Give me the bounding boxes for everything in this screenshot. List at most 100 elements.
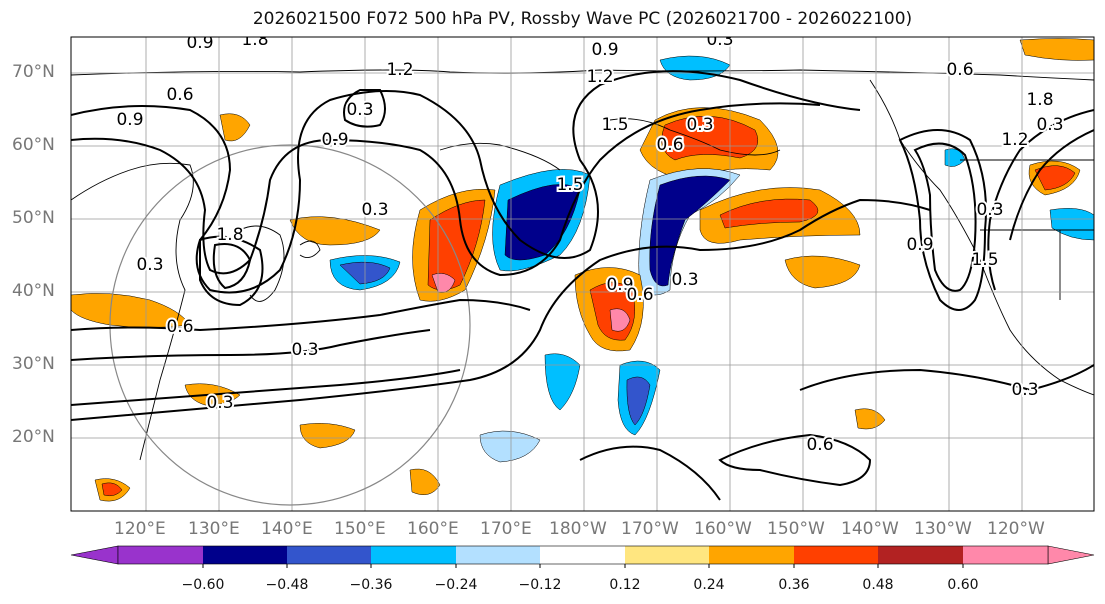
colorbar-tick-label: 0.60 <box>947 577 979 593</box>
pv-contour <box>71 198 931 421</box>
colorbar-tick-label: 0.12 <box>609 577 641 593</box>
range-circle <box>109 144 471 506</box>
colorbar-tick-label: 0.24 <box>693 577 725 593</box>
colorbar-segment <box>963 546 1048 564</box>
contour-label: 0.9 <box>186 33 213 53</box>
colorbar-outline <box>117 545 1049 565</box>
lat-label-40n: 40°N <box>12 281 55 301</box>
pv-contour <box>343 89 386 128</box>
contour-label: 0.3 <box>1011 380 1038 400</box>
contour-label: 1.5 <box>601 115 628 135</box>
colorbar-tick-label: 0.36 <box>778 577 810 593</box>
anomaly-positive <box>784 255 861 289</box>
contour-label: 0.3 <box>291 340 318 360</box>
anomaly-positive <box>719 198 819 229</box>
lon-label-120w: 120°W <box>987 519 1045 539</box>
colorbar-tick-label: −0.24 <box>434 577 478 593</box>
lon-label-130e: 130°E <box>188 519 240 539</box>
lon-label-140e: 140°E <box>261 519 313 539</box>
map-area: 0.9 0.30.91.21.50.30.60.31.80.30.90.60.90… <box>71 30 1094 511</box>
lon-label-160w: 160°W <box>694 519 752 539</box>
contour-label: 0.9 <box>321 130 348 150</box>
colorbar-extend-high <box>1047 545 1095 565</box>
contour-label: 0.6 <box>626 285 653 305</box>
contour-label: 0.3 <box>1036 115 1063 135</box>
pv-contour <box>1009 129 1094 241</box>
anomaly-positive <box>661 115 759 161</box>
pv-contour-layer <box>71 70 1094 501</box>
pv-contour <box>199 235 264 307</box>
coastline <box>71 69 1094 81</box>
pv-contour <box>987 109 1094 291</box>
pv-contour <box>71 70 861 294</box>
contour-label: 0.6 <box>166 85 193 105</box>
contour-label: 0.3 <box>671 270 698 290</box>
colorbar-tick-label: −0.36 <box>349 577 393 593</box>
colorbar-tick-label: 0.48 <box>862 577 894 593</box>
colorbar-segment <box>540 546 625 564</box>
anomaly-positive <box>609 308 631 332</box>
contour-label: 0.9 <box>591 40 618 60</box>
coastline <box>439 142 561 171</box>
lat-label-30n: 30°N <box>12 354 55 374</box>
coastline <box>71 162 194 461</box>
colorbar-segment <box>371 546 456 564</box>
coastline <box>609 118 781 156</box>
pv-contour <box>71 102 821 277</box>
colorbar-segment <box>709 546 794 564</box>
lon-label-170w: 170°W <box>621 519 679 539</box>
contour-label: 0.9 <box>906 235 933 255</box>
lat-label-70n: 70°N <box>12 62 55 82</box>
anomaly-positive <box>299 423 356 449</box>
colorbar-segment <box>794 546 878 564</box>
anomaly-positive <box>854 408 886 430</box>
colorbar-segment <box>118 546 203 564</box>
anomaly-positive <box>1034 165 1076 191</box>
contour-label: 1.5 <box>556 175 583 195</box>
anomaly-fill-layer <box>71 38 1094 502</box>
contour-label: 1.2 <box>1001 130 1028 150</box>
lon-label-180w: 180°W <box>549 519 607 539</box>
anomaly-positive <box>219 113 251 142</box>
pv-contour <box>913 142 977 292</box>
pv-contour <box>71 369 461 406</box>
lon-label-120e: 120°E <box>114 519 166 539</box>
contour-label: 1.5 <box>971 250 998 270</box>
contour-label: 0.6 <box>806 435 833 455</box>
anomaly-positive <box>101 482 123 497</box>
anomaly-negative <box>626 376 651 426</box>
lon-label-140w: 140°W <box>841 519 899 539</box>
contour-label: 1.8 <box>241 30 268 50</box>
anomaly-negative <box>649 175 731 287</box>
contour-label: 0.3 <box>976 200 1003 220</box>
lon-label-150w: 150°W <box>767 519 825 539</box>
colorbar-segment <box>203 546 287 564</box>
contour-label-layer: 0.9 0.30.91.21.50.30.60.31.80.30.90.60.90… <box>114 30 1065 457</box>
colorbar-segment <box>625 546 709 564</box>
anomaly-positive <box>71 293 191 328</box>
contour-label: 0.6 <box>166 317 193 337</box>
contour-label: 0.3 <box>706 30 733 50</box>
lon-label-150e: 150°E <box>334 519 386 539</box>
lon-label-170e: 170°E <box>480 519 532 539</box>
contour-label: 0.3 <box>361 200 388 220</box>
map-title: 2026021500 F072 500 hPa PV, Rossby Wave … <box>252 9 913 29</box>
anomaly-positive <box>1019 38 1094 61</box>
pv-contour <box>579 445 721 501</box>
lat-label-50n: 50°N <box>12 208 55 228</box>
colorbar-tick-label: −0.60 <box>181 577 225 593</box>
pv-contour <box>718 433 872 487</box>
anomaly-positive <box>409 468 441 496</box>
pv-contour <box>71 329 431 361</box>
pv-contour <box>799 364 1094 392</box>
anomaly-positive <box>289 216 381 246</box>
colorbar-segment <box>287 546 371 564</box>
colorbar-segment <box>878 546 963 564</box>
contour-label: 0.6 <box>946 60 973 80</box>
contour-label: 0.3 <box>136 255 163 275</box>
colorbar-segment <box>456 546 540 564</box>
anomaly-negative <box>1049 208 1094 241</box>
contour-label: 0.9 <box>606 275 633 295</box>
anomaly-negative <box>544 353 581 411</box>
